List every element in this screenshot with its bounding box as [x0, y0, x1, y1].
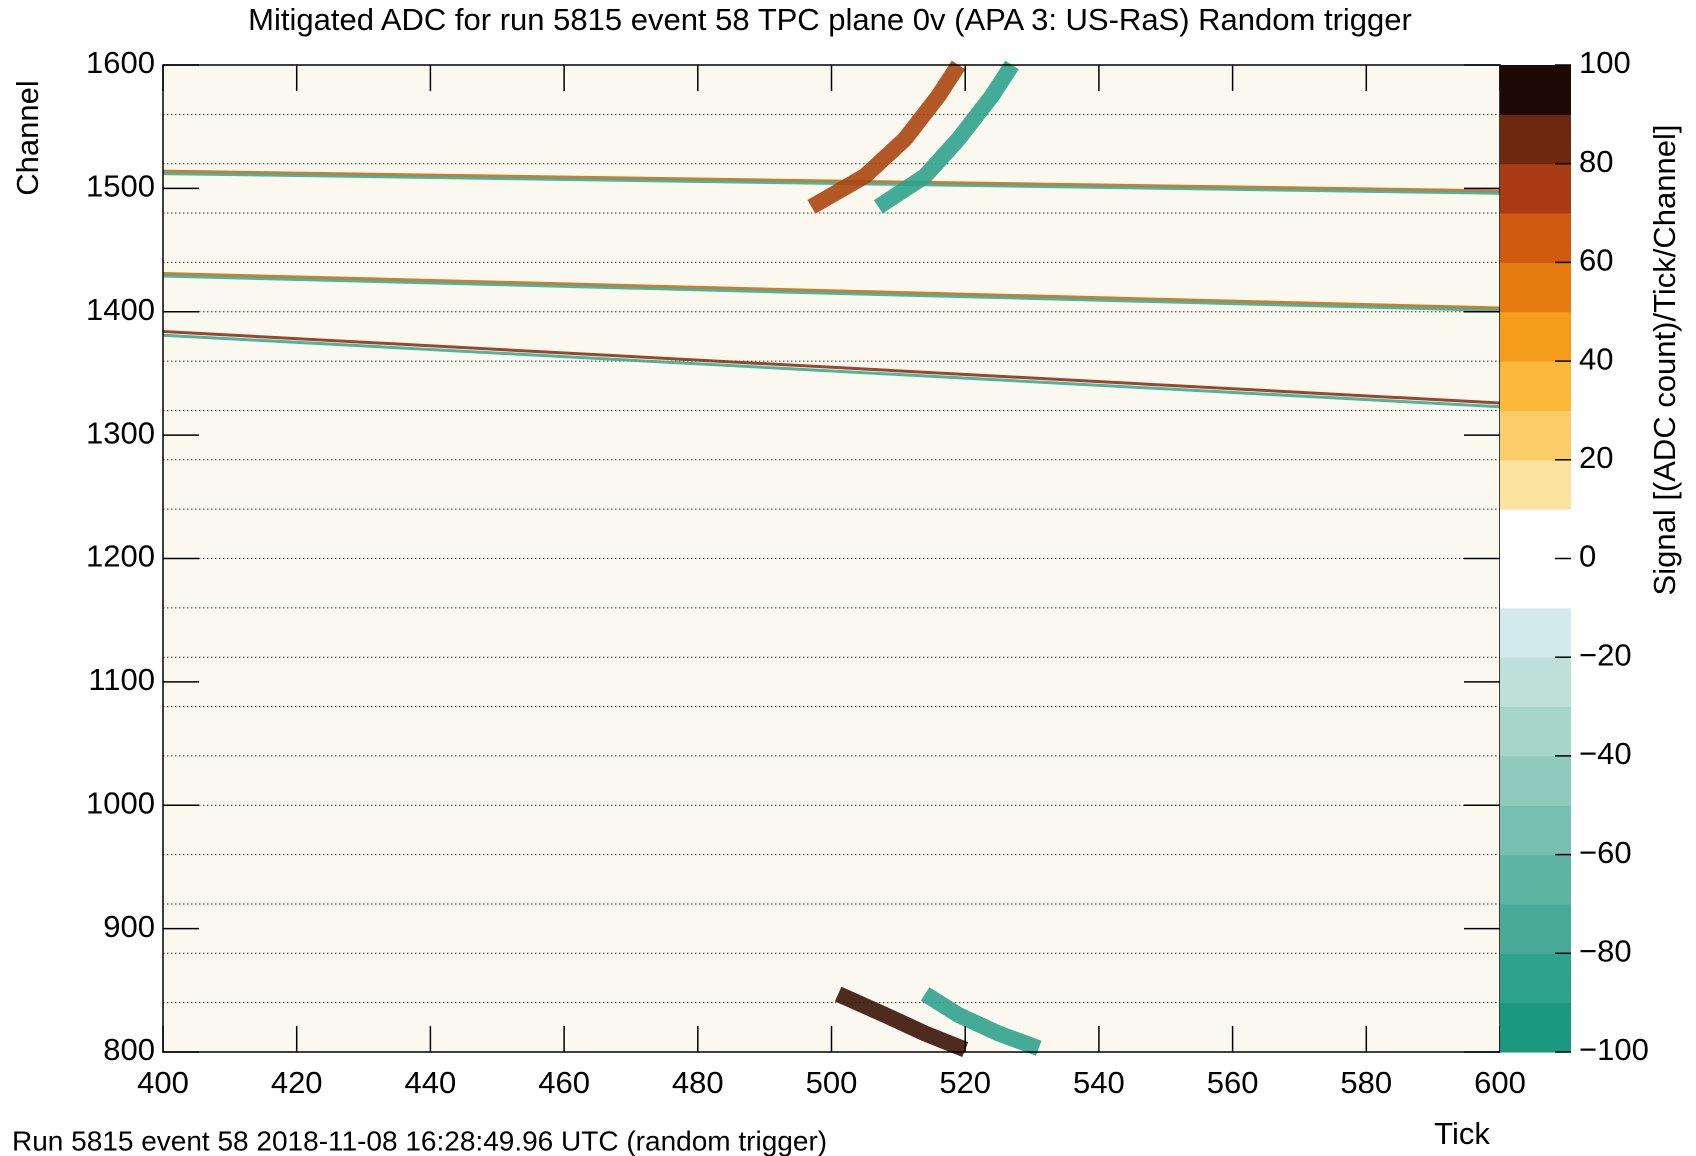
colorbar-band — [1500, 410, 1571, 461]
colorbar-band — [1500, 657, 1571, 708]
colorbar-band — [1500, 361, 1571, 411]
colorbar-band — [1500, 459, 1571, 510]
y-tick-label: 1400 — [86, 292, 155, 327]
chart-title: Mitigated ADC for run 5815 event 58 TPC … — [248, 2, 1412, 37]
colorbar-band — [1500, 163, 1571, 214]
colorbar-band — [1500, 854, 1571, 905]
x-axis-label: Tick — [1434, 1116, 1490, 1151]
y-tick-label: 800 — [103, 1032, 155, 1067]
y-tick-label: 1000 — [86, 785, 155, 820]
y-axis-label: Channel — [10, 80, 45, 195]
colorbar-tick-label: 20 — [1579, 440, 1613, 475]
colorbar-tick-label: 0 — [1579, 539, 1596, 574]
track — [162, 329, 1501, 405]
track — [162, 169, 1501, 193]
y-tick-label: 1600 — [86, 45, 155, 80]
footer: Run 5815 event 58 2018-11-08 16:28:49.96… — [12, 1125, 827, 1156]
track — [162, 272, 1501, 310]
x-tick-label: 460 — [538, 1065, 590, 1100]
x-tick-label: 560 — [1207, 1065, 1259, 1100]
x-tick-label: 500 — [806, 1065, 858, 1100]
colorbar-tick-label: 60 — [1579, 243, 1613, 278]
colorbar-tick-label: −100 — [1579, 1032, 1649, 1067]
cluster — [834, 986, 969, 1057]
colorbar-band — [1500, 1002, 1571, 1053]
colorbar-band — [1500, 509, 1571, 559]
colorbar-band — [1500, 953, 1571, 1004]
x-tick-label: 420 — [271, 1065, 323, 1100]
colorbar-band — [1500, 311, 1571, 362]
cluster — [807, 60, 966, 214]
colorbar-band — [1500, 213, 1571, 263]
cluster — [920, 987, 1042, 1056]
y-tick-label: 1300 — [86, 415, 155, 450]
x-tick-label: 520 — [939, 1065, 991, 1100]
colorbar-tick-label: −80 — [1579, 933, 1632, 968]
colorbar-tick-label: −60 — [1579, 835, 1632, 870]
x-tick-label: 580 — [1340, 1065, 1392, 1100]
colorbar-band — [1500, 262, 1571, 313]
y-tick-label: 1500 — [86, 169, 155, 204]
x-tick-label: 440 — [405, 1065, 457, 1100]
x-tick-label: 600 — [1474, 1065, 1526, 1100]
colorbar-tick-label: −40 — [1579, 736, 1632, 771]
colorbar-tick-label: 40 — [1579, 341, 1613, 376]
track — [162, 274, 1501, 313]
colorbar-band — [1500, 903, 1571, 954]
colorbar-band — [1500, 114, 1571, 165]
x-tick-label: 400 — [137, 1065, 189, 1100]
colorbar-band — [1500, 805, 1571, 856]
colorbar-tick-label: 100 — [1579, 45, 1631, 80]
x-tick-label: 540 — [1073, 1065, 1125, 1100]
colorbar-tick-label: 80 — [1579, 144, 1613, 179]
cluster — [873, 60, 1019, 214]
colorbar-band — [1500, 558, 1571, 609]
colorbar-band — [1500, 607, 1571, 658]
y-tick-label: 1200 — [86, 539, 155, 574]
y-tick-label: 1100 — [88, 662, 155, 697]
colorbar-band — [1500, 65, 1571, 115]
track — [162, 172, 1501, 195]
x-tick-label: 480 — [672, 1065, 724, 1100]
colorbar-tick-label: −20 — [1579, 637, 1632, 672]
colorbar-band — [1500, 706, 1571, 757]
track — [162, 333, 1501, 409]
y-tick-label: 900 — [103, 909, 155, 944]
colorbar-label: Signal [(ADC count)/Tick/Channel] — [1647, 125, 1682, 596]
colorbar-band — [1500, 755, 1571, 806]
